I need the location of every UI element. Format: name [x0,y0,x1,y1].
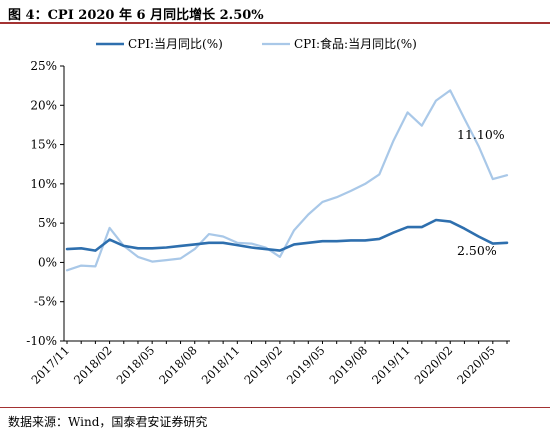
data-annotation: 11.10% [457,127,505,142]
series-layer [65,89,509,272]
x-tick-label: 2018/05 [114,343,158,387]
y-tick-label: -5% [34,295,57,309]
annotations: 11.10% 2.50% [457,127,505,258]
legend-label: CPI:当月同比(%) [128,37,223,51]
y-tick-label: 25% [30,59,57,73]
x-tick-label: 2018/11 [199,343,243,387]
legend-label: CPI:食品:当月同比(%) [294,36,417,51]
x-tick-label: 2018/08 [156,343,200,387]
title-divider [0,22,550,24]
y-tick-label: 15% [30,138,57,152]
footer-divider [0,407,550,408]
legend: CPI:当月同比(%) CPI:食品:当月同比(%) [96,36,417,51]
x-tick-label: 2019/05 [284,343,328,387]
x-tick-label: 2017/11 [28,343,72,387]
x-tick-label: 2019/11 [369,343,413,387]
y-tick-label: 20% [30,98,57,112]
y-tick-label: 5% [38,216,57,230]
series-line-cpi [65,218,509,252]
y-tick-label: -10% [26,334,57,348]
source-note: 数据来源：Wind，国泰君安证券研究 [8,415,208,429]
axes: -10%-5%0%5%10%15%20%25%2017/112018/02201… [26,59,510,387]
x-tick-label: 2020/05 [454,343,498,387]
x-tick-label: 2018/02 [71,343,115,387]
data-annotation: 2.50% [457,243,497,258]
page-title: 图 4：CPI 2020 年 6 月同比增长 2.50% [8,8,264,23]
y-tick-label: 10% [30,177,57,191]
y-tick-label: 0% [38,255,57,269]
series-line-cpi-food [65,89,509,272]
x-tick-label: 2020/02 [412,343,456,387]
x-tick-label: 2019/08 [326,343,370,387]
x-tick-label: 2019/02 [241,343,285,387]
